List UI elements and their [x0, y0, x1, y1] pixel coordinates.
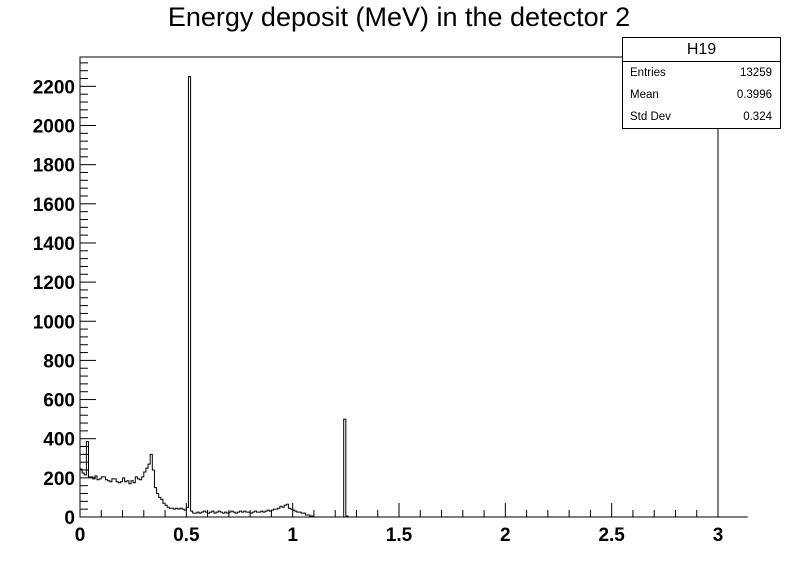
x-tick-labels: 0 0.5 1 1.5 2 2.5 3 — [75, 525, 724, 546]
stats-row-stddev: Std Dev 0.324 — [623, 106, 780, 128]
x-tick-label: 2.5 — [598, 525, 625, 546]
stats-label: Mean — [630, 89, 659, 101]
y-tick-label: 1800 — [33, 156, 75, 177]
y-tick-label: 1000 — [33, 312, 75, 333]
y-tick-label: 2200 — [33, 77, 75, 98]
stats-row-mean: Mean 0.3996 — [623, 84, 780, 106]
x-tick-label: 0 — [75, 525, 86, 546]
axis-ticks — [79, 62, 719, 518]
x-tick-label: 0.5 — [173, 525, 200, 546]
y-tick-label: 1200 — [33, 273, 75, 294]
stats-box: H19 Entries 13259 Mean 0.3996 Std Dev 0.… — [622, 37, 781, 129]
stats-value: 0.3996 — [736, 89, 772, 101]
x-tick-label: 1 — [287, 525, 298, 546]
y-tick-label: 2000 — [33, 117, 75, 138]
x-tick-label: 2 — [500, 525, 511, 546]
stats-value: 13259 — [740, 67, 772, 79]
y-tick-label: 0 — [64, 508, 75, 529]
stats-value: 0.324 — [743, 111, 772, 123]
y-tick-label: 600 — [43, 391, 75, 412]
y-tick-labels: 0 200 400 600 800 1000 1200 1400 1600 1800 2000 220… — [33, 77, 75, 529]
y-tick-label: 1600 — [33, 195, 75, 216]
stats-label: Std Dev — [630, 111, 671, 123]
y-tick-label: 1400 — [33, 234, 75, 255]
stats-title: H19 — [623, 38, 780, 62]
y-tick-label: 200 — [43, 469, 75, 490]
x-tick-label: 1.5 — [386, 525, 413, 546]
x-tick-label: 3 — [713, 525, 724, 546]
histogram-line — [79, 76, 748, 518]
y-tick-label: 800 — [43, 351, 75, 372]
y-tick-label: 400 — [43, 430, 75, 451]
stats-row-entries: Entries 13259 — [623, 62, 780, 84]
stats-label: Entries — [630, 67, 666, 79]
chart-title: Energy deposit (MeV) in the detector 2 — [167, 2, 631, 32]
